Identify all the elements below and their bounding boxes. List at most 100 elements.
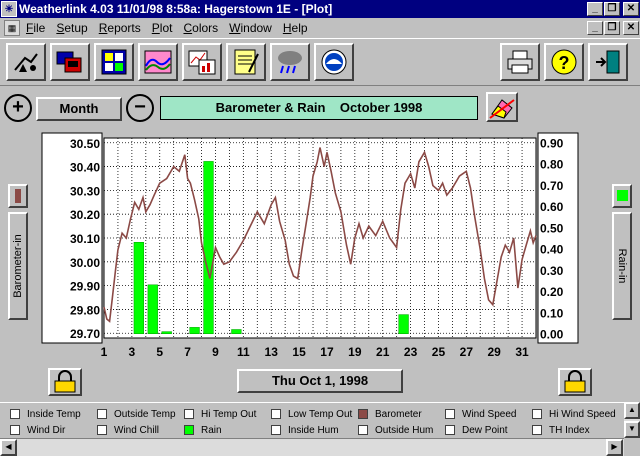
legend-checkbox[interactable] [10,425,20,435]
y-tick-label: 30.00 [70,256,100,270]
exit-button[interactable] [588,43,628,81]
horizontal-scrollbar[interactable]: ◀ ▶ [0,438,624,456]
padlock-icon [54,370,76,393]
computer-button[interactable] [50,43,90,81]
right-lock-button[interactable] [558,368,592,396]
legend-item-outside-temp[interactable]: Outside Temp [97,407,176,421]
left-series-color-button[interactable] [8,184,28,208]
notepad-button[interactable] [226,43,266,81]
child-close-button[interactable]: ✕ [623,21,639,35]
legend-label: Hi Temp Out [201,408,257,420]
legend-item-hi-temp-out[interactable]: Hi Temp Out [184,407,256,421]
period-button[interactable]: Month [36,97,122,121]
legend-checkbox[interactable] [445,425,455,435]
vertical-scrollbar[interactable]: ▲ ▼ [624,402,640,438]
y-tick-label: 30.20 [70,208,100,222]
right-axis-label-button[interactable]: Rain-in [612,212,632,320]
legend-checkbox[interactable] [184,409,194,419]
app-icon[interactable]: ☀ [1,1,17,17]
restore-button[interactable]: ❐ [604,2,620,16]
legend-label: Wind Speed [462,408,517,420]
y-tick-label: 29.70 [70,327,100,341]
legend-item-wind-dir[interactable]: Wind Dir [10,423,65,437]
left-lock-button[interactable] [48,368,82,396]
station-button[interactable] [6,43,46,81]
legend-item-wind-chill[interactable]: Wind Chill [97,423,159,437]
legend-item-low-temp-out[interactable]: Low Temp Out [271,407,352,421]
legend-checkbox[interactable] [97,409,107,419]
legend-item-outside-hum[interactable]: Outside Hum [358,423,433,437]
x-tick-label: 21 [376,345,390,359]
x-tick-label: 27 [460,345,474,359]
legend-item-rain[interactable]: Rain [184,423,222,437]
minimize-button[interactable]: _ [587,2,603,16]
legend-label: Outside Temp [114,408,176,420]
date-button[interactable]: Thu Oct 1, 1998 [237,369,403,393]
series-legend: Inside Temp Outside Temp Hi Temp Out Low Te… [0,402,640,438]
legend-checkbox[interactable] [97,425,107,435]
legend-checkbox[interactable] [271,425,281,435]
x-tick-label: 13 [265,345,279,359]
scroll-left-button[interactable]: ◀ [0,439,17,456]
legend-checkbox[interactable] [445,409,455,419]
zoom-in-button[interactable]: + [4,94,32,122]
legend-checkbox[interactable] [358,425,368,435]
legend-checkbox[interactable] [358,409,368,419]
scroll-right-button[interactable]: ▶ [606,439,623,456]
menu-help[interactable]: Help [282,21,308,35]
legend-item-barometer[interactable]: Barometer [358,407,422,421]
legend-item-inside-temp[interactable]: Inside Temp [10,407,81,421]
legend-checkbox[interactable] [532,425,542,435]
menu-window[interactable]: Window [229,21,272,35]
legend-label: Low Temp Out [288,408,353,420]
x-tick-label: 11 [237,345,250,359]
legend-checkbox[interactable] [184,425,194,435]
svg-text:?: ? [559,53,570,73]
rain-bar [161,331,172,334]
menu-file[interactable]: File [26,21,46,35]
legend-label: Rain [201,424,222,436]
legend-item-wind-speed[interactable]: Wind Speed [445,407,516,421]
menu-colors[interactable]: Colors [183,21,219,35]
menu-plot[interactable]: Plot [151,21,173,35]
zoom-out-button[interactable]: − [126,94,154,122]
window-title: Weatherlink 4.03 11/01/98 8:58a: Hagerst… [19,2,333,16]
close-button[interactable]: ✕ [623,2,639,16]
rain-forecast-button[interactable] [270,43,310,81]
menu-reports[interactable]: Reports [98,21,141,35]
eraser-button[interactable] [486,92,518,122]
noaa-icon [321,49,347,75]
scroll-down-button[interactable]: ▼ [624,421,640,438]
child-minimize-button[interactable]: _ [587,21,603,35]
y-tick-label: 29.90 [70,280,100,294]
legend-checkbox[interactable] [271,409,281,419]
y2-tick-label: 0.50 [540,221,564,235]
y2-tick-label: 0.70 [540,179,564,193]
legend-label: Dew Point [462,424,508,436]
help-button[interactable]: ? [544,43,584,81]
y2-tick-label: 0.80 [540,158,564,172]
legend-item-hi-wind-speed[interactable]: Hi Wind Speed [532,407,616,421]
y-tick-label: 30.10 [70,232,100,246]
child-restore-button[interactable]: ❐ [604,21,620,35]
legend-label: TH Index [549,424,590,436]
y-tick-label: 30.40 [70,161,100,175]
window-title-bar: ☀ Weatherlink 4.03 11/01/98 8:58a: Hager… [0,0,640,18]
bulletin-button[interactable] [94,43,134,81]
scroll-up-button[interactable]: ▲ [624,402,640,419]
legend-item-dew-point[interactable]: Dew Point [445,423,508,437]
legend-item-th-index[interactable]: TH Index [532,423,590,437]
print-button[interactable] [500,43,540,81]
legend-item-inside-hum[interactable]: Inside Hum [271,423,339,437]
right-series-color-button[interactable] [612,184,632,208]
noaa-button[interactable] [314,43,354,81]
legend-checkbox[interactable] [532,409,542,419]
y2-tick-label: 0.60 [540,200,564,214]
legend-checkbox[interactable] [10,409,20,419]
document-menu-icon[interactable]: ▦ [4,20,20,36]
station-icon [14,53,38,72]
report-chart-button[interactable] [182,43,222,81]
left-axis-label-button[interactable]: Barometer-in [8,212,28,320]
spectrum-button[interactable] [138,43,178,81]
menu-setup[interactable]: Setup [56,21,88,35]
